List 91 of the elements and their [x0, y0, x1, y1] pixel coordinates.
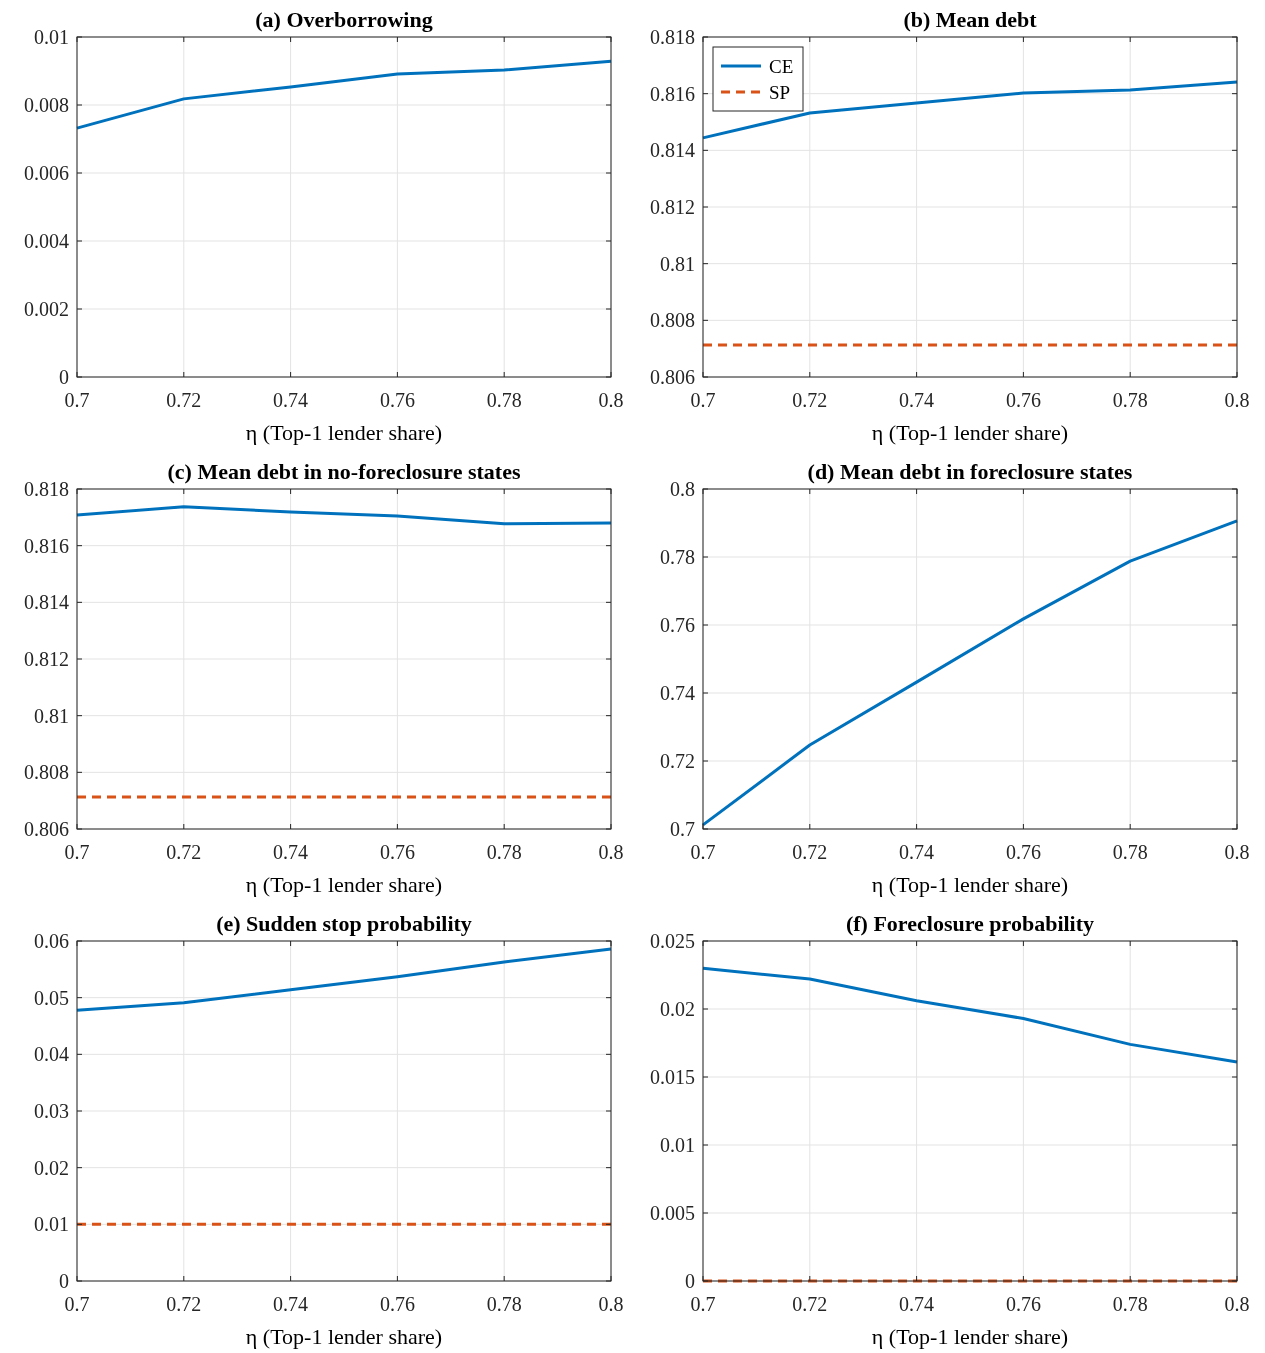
x-tick-label: 0.8 [1224, 389, 1250, 411]
x-tick-label: 0.74 [273, 389, 309, 411]
x-tick-label: 0.78 [1112, 841, 1148, 863]
y-tick-label: 0.808 [24, 761, 69, 784]
x-axis-title: η (Top-1 lender share) [245, 1324, 443, 1349]
line-series [701, 966, 1239, 1064]
x-tick-label: 0.76 [379, 1293, 415, 1315]
y-tick-label: 0.812 [650, 196, 695, 218]
x-tick-label: 0.72 [792, 1293, 828, 1315]
x-tick-label: 0.76 [1005, 389, 1041, 411]
line-series [701, 80, 1239, 140]
chart-title: (f) Foreclosure probability [845, 911, 1095, 936]
x-tick-label: 0.74 [273, 1293, 309, 1315]
x-tick-label: 0.72 [166, 841, 202, 863]
y-tick-label: 0.818 [650, 26, 695, 48]
y-tick-label: 0.74 [660, 682, 695, 704]
y-tick-label: 0.025 [650, 930, 695, 952]
y-tick-label: 0 [59, 1270, 69, 1292]
y-tick-label: 0.006 [24, 162, 69, 184]
x-tick-label: 0.74 [899, 841, 935, 863]
y-tick-label: 0.806 [24, 818, 69, 840]
x-tick-label: 0.74 [273, 841, 309, 863]
y-tick-label: 0.816 [650, 82, 695, 105]
x-axis-title: η (Top-1 lender share) [245, 872, 443, 897]
chart-title: (c) Mean debt in no-foreclosure states [167, 459, 521, 484]
y-tick-label: 0.06 [34, 930, 69, 952]
x-tick-label: 0.8 [598, 841, 624, 863]
chart-title: (a) Overborrowing [255, 7, 433, 32]
y-tick-label: 0.02 [660, 998, 695, 1020]
y-tick-label: 0.02 [34, 1156, 69, 1179]
y-tick-label: 0.01 [34, 1213, 69, 1236]
y-tick-label: 0.01 [34, 26, 69, 48]
y-tick-label: 0.004 [24, 230, 69, 252]
x-tick-label: 0.7 [690, 841, 716, 863]
y-tick-label: 0 [59, 366, 69, 388]
y-tick-label: 0.72 [660, 750, 695, 772]
x-tick-label: 0.72 [166, 1293, 202, 1315]
y-tick-label: 0.78 [660, 546, 695, 568]
chart-title: (d) Mean debt in foreclosure states [807, 459, 1133, 484]
x-tick-label: 0.78 [1112, 389, 1148, 411]
y-tick-label: 0.814 [650, 139, 695, 162]
x-tick-label: 0.72 [792, 389, 828, 411]
y-tick-label: 0.008 [24, 94, 69, 116]
y-tick-label: 0.05 [34, 986, 69, 1009]
legend-label: SP [769, 81, 791, 103]
x-tick-label: 0.8 [1224, 1293, 1250, 1315]
x-tick-label: 0.74 [899, 1293, 935, 1315]
x-tick-label: 0.78 [1112, 1293, 1148, 1315]
line-series [75, 505, 613, 526]
y-tick-label: 0.04 [34, 1043, 69, 1066]
legend-label: CE [769, 55, 794, 77]
x-tick-label: 0.7 [690, 389, 716, 411]
x-tick-label: 0.7 [690, 1293, 716, 1315]
y-tick-label: 0 [685, 1270, 695, 1292]
x-axis-title: η (Top-1 lender share) [871, 1324, 1069, 1349]
y-tick-label: 0.816 [24, 534, 69, 557]
x-tick-label: 0.76 [379, 841, 415, 863]
line-series [75, 947, 613, 1012]
x-axis-title: η (Top-1 lender share) [245, 420, 443, 445]
chart-title: (e) Sudden stop probability [216, 911, 472, 936]
x-tick-label: 0.72 [166, 389, 202, 411]
y-tick-label: 0.76 [660, 614, 695, 636]
y-tick-label: 0.818 [24, 478, 69, 500]
x-tick-label: 0.76 [1005, 841, 1041, 863]
y-tick-label: 0.808 [650, 309, 695, 332]
x-tick-label: 0.8 [598, 389, 624, 411]
y-tick-label: 0.806 [650, 366, 695, 388]
x-tick-label: 0.78 [486, 1293, 522, 1315]
y-tick-label: 0.81 [660, 252, 695, 275]
y-tick-label: 0.005 [650, 1202, 695, 1224]
x-tick-label: 0.76 [1005, 1293, 1041, 1315]
y-tick-label: 0.01 [660, 1134, 695, 1156]
y-tick-label: 0.81 [34, 704, 69, 727]
x-axis-title: η (Top-1 lender share) [871, 872, 1069, 897]
y-tick-label: 0.03 [34, 1100, 69, 1122]
x-axis-title: η (Top-1 lender share) [871, 420, 1069, 445]
y-tick-label: 0.814 [24, 591, 69, 614]
x-tick-label: 0.72 [792, 841, 828, 863]
x-tick-label: 0.74 [899, 389, 935, 411]
y-tick-label: 0.015 [650, 1066, 695, 1088]
x-tick-label: 0.78 [486, 389, 522, 411]
chart-title: (b) Mean debt [903, 7, 1038, 32]
y-tick-label: 0.002 [24, 298, 69, 320]
x-tick-label: 0.8 [598, 1293, 624, 1315]
line-series [75, 59, 613, 130]
y-tick-label: 0.812 [24, 648, 69, 670]
x-tick-label: 0.78 [486, 841, 522, 863]
x-tick-label: 0.8 [1224, 841, 1250, 863]
y-tick-label: 0.7 [670, 818, 695, 840]
x-tick-label: 0.76 [379, 389, 415, 411]
y-tick-label: 0.8 [670, 478, 695, 500]
